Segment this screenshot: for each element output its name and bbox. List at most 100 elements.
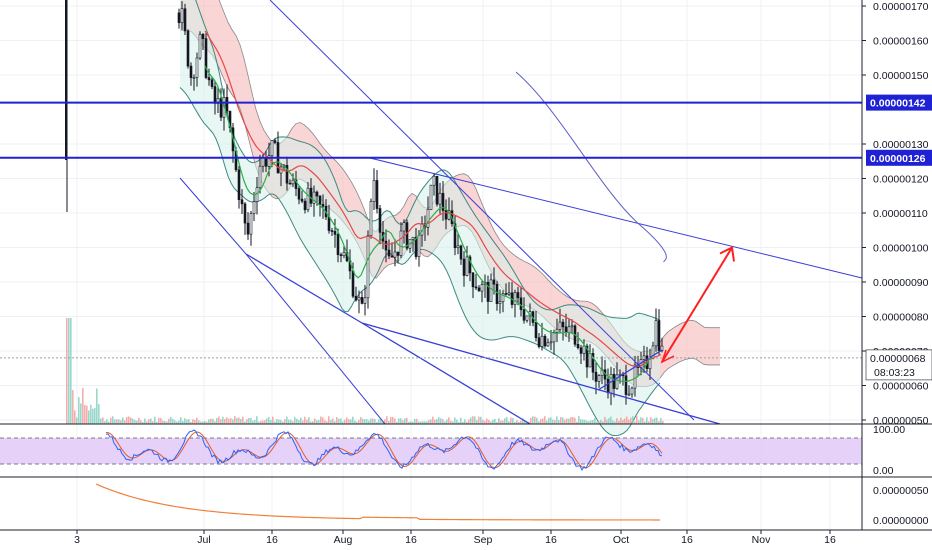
- time-tick-label: Nov: [752, 534, 771, 546]
- volume-bar: [196, 417, 198, 424]
- candle-body: [399, 230, 403, 256]
- volume-bar: [642, 418, 644, 424]
- trendline-support[interactable]: [361, 322, 721, 425]
- moving-averages: [204, 30, 662, 382]
- volume-bar: [334, 421, 336, 424]
- candle-body: [612, 373, 616, 389]
- candle-body: [570, 325, 574, 328]
- volume-bar: [140, 420, 142, 424]
- volume-bar: [484, 420, 486, 424]
- candle-body: [453, 223, 457, 249]
- trendline-wedge-bottom[interactable]: [597, 349, 663, 391]
- volume-bar: [242, 416, 244, 424]
- volume-bar: [654, 417, 656, 424]
- price-tick-label: 0.00000050: [873, 415, 929, 427]
- candle-body: [465, 256, 469, 276]
- trendline-lower-diagonal[interactable]: [245, 253, 386, 425]
- volume-bar: [68, 318, 70, 424]
- candle-body: [306, 187, 310, 211]
- trendline-lower-diagonal[interactable]: [245, 253, 363, 324]
- volume-bar: [240, 418, 242, 424]
- candle-body: [441, 192, 445, 211]
- volume-bar: [258, 421, 260, 424]
- volume-bar: [94, 408, 96, 424]
- candle-body: [357, 297, 361, 301]
- volume-bar: [288, 419, 290, 424]
- volume-bar: [360, 417, 362, 424]
- volume-bar: [342, 421, 344, 424]
- volume-bar: [212, 418, 214, 424]
- volume-bar: [310, 421, 312, 424]
- volume-bar: [470, 417, 472, 424]
- volume-bar: [282, 421, 284, 424]
- candle-body: [474, 286, 478, 289]
- volume-bar: [298, 419, 300, 424]
- arrow-tail[interactable]: [660, 349, 675, 364]
- candle-body: [201, 33, 205, 39]
- time-axis[interactable]: 3 Jul 16 Aug 16 Sep 16 Oct 16 Nov 16: [74, 530, 836, 546]
- trendline-support-steep[interactable]: [361, 322, 531, 425]
- volume-bar: [232, 419, 234, 424]
- volume-bar: [570, 417, 572, 424]
- candle-body: [435, 175, 439, 205]
- volume-bar: [492, 419, 494, 424]
- candle-body: [210, 79, 214, 87]
- trendlines[interactable]: [179, 0, 863, 425]
- volume-bar: [498, 418, 500, 424]
- volume-bar: [602, 421, 604, 424]
- volume-bar: [628, 419, 630, 424]
- price-tick-label: 0.00000100: [873, 243, 929, 255]
- volume-bar: [510, 417, 512, 424]
- candle-body: [246, 222, 250, 235]
- trendline-left[interactable]: [179, 177, 247, 255]
- volume-bar: [358, 419, 360, 424]
- volume-bar: [660, 417, 662, 424]
- volume-bar: [174, 420, 176, 424]
- volume-bar: [322, 417, 324, 424]
- lower-indicator-line: [95, 483, 661, 521]
- volume-bar: [572, 416, 574, 424]
- candle-body: [459, 245, 463, 260]
- volume-bar: [426, 421, 428, 424]
- horizontal-levels[interactable]: [0, 101, 862, 359]
- volume-bar: [556, 416, 558, 424]
- trendline-descending-resistance[interactable]: [369, 157, 863, 279]
- candle-body: [198, 33, 202, 59]
- price-axis[interactable]: 0.00000170 0.00000160 0.00000150 0.00000130…: [862, 1, 929, 527]
- volume-bar: [524, 420, 526, 424]
- volume-bar: [230, 418, 232, 424]
- volume-bar: [190, 421, 192, 424]
- volume-bar: [108, 421, 110, 424]
- volume-bar: [256, 416, 258, 424]
- volume-bar: [66, 318, 68, 424]
- volume-bar: [488, 419, 490, 424]
- arrow-head[interactable]: [719, 245, 735, 262]
- forecast-arrow[interactable]: [660, 245, 735, 364]
- candle-body: [219, 98, 223, 118]
- trendline-upper-channel[interactable]: [269, 0, 695, 421]
- volume-bar: [508, 421, 510, 424]
- volume-bar: [216, 418, 218, 424]
- volume-bar: [220, 419, 222, 424]
- volume-bar: [646, 417, 648, 424]
- candle-body: [546, 342, 550, 347]
- candle-body: [300, 198, 304, 202]
- candle-body: [333, 231, 337, 235]
- arrow-shaft[interactable]: [661, 246, 733, 363]
- volume-bar: [636, 416, 638, 424]
- volume-bar: [430, 419, 432, 424]
- time-tick-label: 16: [405, 534, 417, 546]
- volume-bar: [428, 420, 430, 424]
- candle-body: [561, 321, 565, 328]
- time-tick-label: Sep: [474, 534, 493, 546]
- volume-bar: [96, 388, 98, 424]
- candle-body: [327, 216, 331, 231]
- volume-bar: [324, 420, 326, 424]
- volume-bar: [662, 420, 664, 424]
- curve-line[interactable]: [515, 71, 667, 263]
- candle-body: [417, 234, 421, 257]
- candle-body: [186, 30, 190, 67]
- volume-bar: [244, 421, 246, 424]
- price-tick-label: 0.00000170: [873, 1, 929, 13]
- candle-body: [585, 345, 589, 368]
